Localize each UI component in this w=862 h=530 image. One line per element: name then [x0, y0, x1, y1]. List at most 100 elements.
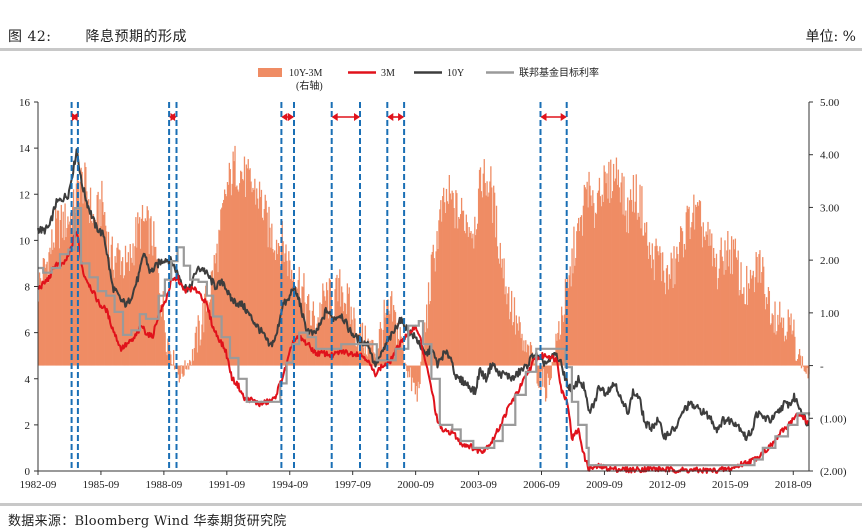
- spread-bar: [468, 227, 470, 366]
- spread-bar: [604, 171, 606, 366]
- spread-bar: [91, 222, 94, 366]
- spread-bar: [385, 312, 387, 366]
- spread-bar: [786, 331, 788, 366]
- spread-bar: [538, 365, 540, 389]
- spread-bar: [171, 364, 173, 366]
- spread-bar: [562, 321, 565, 366]
- x-tick-label: 2009-09: [586, 479, 623, 491]
- spread-bar: [436, 231, 438, 366]
- spread-bar: [185, 365, 187, 370]
- spread-bar: [201, 324, 203, 366]
- right-tick-label: 4.00: [820, 150, 840, 162]
- spread-bar: [462, 210, 465, 366]
- spread-bar: [629, 189, 632, 366]
- spread-bar: [707, 221, 709, 366]
- spread-bar: [720, 237, 722, 366]
- spread-bar: [263, 209, 265, 366]
- spread-bar: [776, 331, 778, 366]
- spread-bar: [561, 306, 563, 366]
- spread-bar: [612, 191, 614, 366]
- spread-bar: [569, 266, 571, 366]
- spread-bar: [681, 231, 684, 366]
- spread-bar: [321, 304, 323, 366]
- spread-bar: [463, 230, 466, 366]
- spread-bar: [341, 292, 344, 366]
- spread-bar: [433, 258, 435, 366]
- spread-bar: [107, 231, 110, 366]
- spread-bar: [736, 259, 738, 366]
- spread-bar: [439, 209, 441, 366]
- spread-bar: [258, 181, 261, 366]
- spread-bar: [394, 312, 397, 366]
- spread-bar: [460, 197, 463, 366]
- spread-bar: [345, 314, 348, 366]
- spread-bar: [62, 211, 64, 366]
- spread-bar: [630, 199, 633, 366]
- spread-bar: [470, 231, 472, 366]
- spread-bar: [494, 237, 497, 366]
- spread-bar: [467, 236, 469, 366]
- spread-bar: [622, 214, 624, 366]
- spread-bar: [158, 293, 161, 366]
- spread-bar: [547, 365, 550, 378]
- spread-bar: [273, 252, 275, 366]
- spread-bar: [294, 295, 297, 366]
- spread-bar: [137, 212, 139, 366]
- spread-bar: [490, 166, 492, 366]
- top-divider: [0, 48, 862, 51]
- spread-bar: [794, 336, 796, 366]
- spread-bar: [304, 302, 306, 366]
- spread-bar: [551, 361, 553, 366]
- spread-bar: [647, 258, 650, 366]
- spread-bar: [161, 308, 163, 366]
- spread-bar: [602, 201, 604, 366]
- spread-bar: [111, 236, 113, 366]
- figure-title: 降息预期的形成: [85, 29, 187, 45]
- spread-bar: [782, 317, 785, 366]
- spread-bar: [653, 280, 655, 366]
- spread-bar: [379, 322, 382, 366]
- spread-bar: [581, 235, 584, 366]
- spread-bar: [665, 268, 668, 366]
- spread-bar: [357, 333, 359, 366]
- spread-bar: [422, 348, 424, 366]
- spread-bar: [380, 328, 382, 366]
- spread-bar: [762, 257, 764, 366]
- spread-bar: [614, 178, 617, 366]
- spread-bar: [113, 277, 115, 366]
- spread-bar: [181, 365, 183, 374]
- spread-bar: [290, 278, 292, 366]
- spread-bar: [130, 257, 132, 366]
- spread-bar: [51, 229, 53, 366]
- spread-bar: [731, 274, 734, 366]
- left-tick-label: 16: [19, 97, 31, 109]
- spread-bar: [390, 296, 392, 366]
- spread-bar: [636, 219, 638, 366]
- spread-bar: [537, 365, 539, 386]
- spread-bar: [695, 204, 697, 366]
- spread-bar: [71, 206, 74, 366]
- spread-bar: [649, 254, 652, 366]
- spread-bar: [241, 179, 244, 366]
- spread-bar: [464, 233, 467, 366]
- rate-cut-arrow-head-right: [398, 113, 405, 121]
- spread-bar: [276, 254, 279, 366]
- spread-bar: [121, 261, 123, 366]
- spread-bar: [667, 289, 669, 366]
- spread-bar: [367, 338, 369, 366]
- spread-bar: [588, 171, 590, 366]
- spread-bar: [268, 206, 270, 366]
- spread-bar: [798, 348, 801, 366]
- spread-bar: [519, 322, 521, 366]
- spread-bar: [529, 341, 532, 366]
- spread-bar: [63, 240, 65, 366]
- spread-bar: [718, 268, 720, 366]
- spread-bar: [341, 286, 343, 366]
- rate-cut-arrow-head-right: [71, 113, 78, 121]
- spread-bar: [483, 159, 485, 366]
- spread-bar: [527, 345, 530, 366]
- spread-bar: [145, 220, 147, 366]
- spread-bar: [480, 191, 483, 366]
- spread-bar: [802, 365, 805, 367]
- spread-bar: [777, 314, 779, 366]
